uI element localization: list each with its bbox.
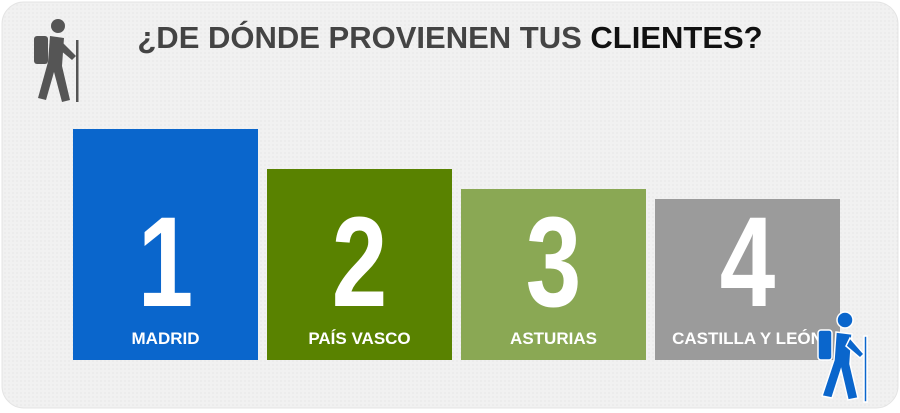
- rank-label: MADRID: [132, 329, 200, 348]
- hiker-icon: [817, 311, 868, 403]
- rank-number: 3: [526, 191, 582, 334]
- rank-box: [461, 189, 646, 360]
- hiker-icon: [34, 19, 79, 102]
- rank-number: 1: [138, 191, 194, 334]
- rank-label: CASTILLA Y LEÓN: [672, 329, 823, 348]
- title: ¿DE DÓNDE PROVIENEN TUS CLIENTES?: [137, 19, 762, 55]
- rank-label: PAÍS VASCO: [308, 329, 410, 348]
- rank-number: 4: [720, 191, 776, 334]
- title-highlight: CLIENTES?: [590, 20, 762, 55]
- rank-box: [655, 199, 840, 360]
- rank-number: 2: [332, 191, 388, 334]
- title-lead: ¿DE DÓNDE PROVIENEN TUS: [137, 19, 581, 55]
- rank-label: ASTURIAS: [510, 329, 597, 348]
- rank-box: [267, 169, 452, 360]
- rank-box: [73, 129, 258, 360]
